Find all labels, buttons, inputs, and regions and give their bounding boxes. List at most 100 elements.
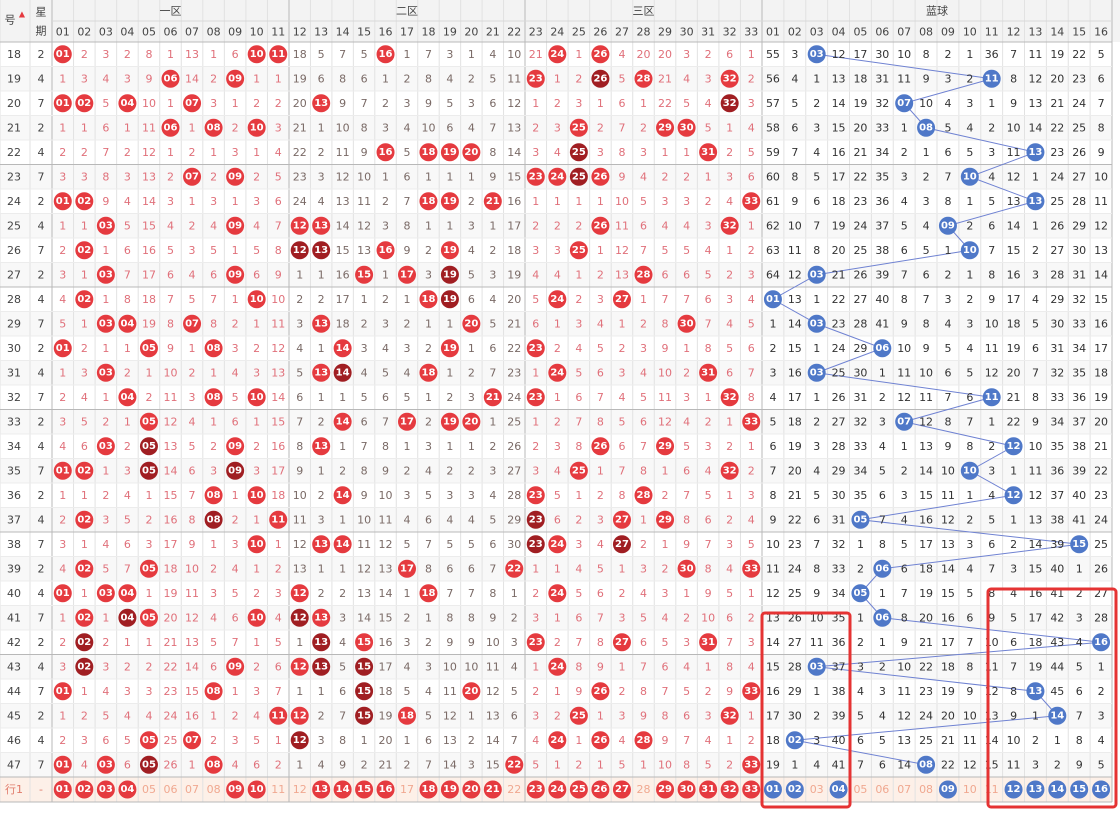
footer-number[interactable]: 13 [314, 784, 328, 795]
picked-ball[interactable] [569, 780, 588, 799]
footer-number[interactable]: 06 [164, 783, 178, 796]
picked-ball[interactable] [742, 780, 761, 799]
footer-number[interactable]: 06 [875, 783, 889, 796]
footer-number[interactable]: 08 [207, 783, 221, 796]
omission: 1 [210, 366, 217, 379]
footer-number[interactable]: 07 [897, 783, 911, 796]
omission: 7 [901, 587, 908, 600]
picked-ball[interactable] [333, 780, 352, 799]
picked-ball[interactable] [462, 780, 481, 799]
omission: 3 [879, 415, 886, 428]
picked-ball[interactable] [1070, 780, 1089, 799]
footer-number[interactable]: 19 [443, 784, 457, 795]
footer-number[interactable]: 27 [615, 784, 629, 795]
footer-number[interactable]: 03 [810, 783, 824, 796]
omission: 8 [705, 342, 712, 355]
omission: 4 [575, 562, 582, 575]
footer-number[interactable]: 11 [271, 783, 285, 796]
footer-number[interactable]: 15 [357, 784, 371, 795]
footer-number[interactable]: 12 [1007, 784, 1021, 795]
picked-ball[interactable] [829, 780, 848, 799]
footer-number[interactable]: 09 [941, 784, 955, 795]
picked-ball[interactable] [591, 780, 610, 799]
id-header[interactable]: 号 [5, 14, 16, 27]
picked-ball[interactable] [96, 780, 115, 799]
picked-ball[interactable] [1026, 780, 1045, 799]
picked-ball[interactable] [677, 780, 696, 799]
footer-number[interactable]: 23 [529, 784, 543, 795]
picked-ball[interactable] [376, 780, 395, 799]
picked-ball[interactable] [938, 780, 957, 799]
footer-number[interactable]: 10 [250, 784, 264, 795]
sort-arrow[interactable]: ▲ [19, 10, 26, 19]
picked-ball[interactable] [440, 780, 459, 799]
footer-number[interactable]: 12 [293, 783, 307, 796]
picked-ball[interactable] [656, 780, 675, 799]
footer-number[interactable]: 29 [658, 784, 672, 795]
omission: 3 [813, 734, 820, 747]
footer-number[interactable]: 15 [1072, 784, 1086, 795]
footer-number[interactable]: 13 [1028, 784, 1042, 795]
footer-number[interactable]: 02 [788, 784, 802, 795]
footer-number[interactable]: 14 [336, 784, 350, 795]
footer-number[interactable]: 32 [723, 784, 737, 795]
picked-ball[interactable] [612, 780, 631, 799]
footer-number[interactable]: 16 [1094, 784, 1108, 795]
footer-number[interactable]: 03 [99, 784, 113, 795]
footer-number[interactable]: 18 [421, 784, 435, 795]
picked-ball[interactable] [785, 780, 804, 799]
ball-number: 03 [810, 269, 824, 280]
omission: 2 [210, 734, 217, 747]
column-number: 04 [832, 26, 846, 39]
picked-ball[interactable] [75, 780, 94, 799]
footer-number[interactable]: 28 [637, 783, 651, 796]
footer-number[interactable]: 30 [680, 784, 694, 795]
footer-number[interactable]: 14 [1050, 784, 1064, 795]
picked-ball[interactable] [526, 780, 545, 799]
picked-ball[interactable] [355, 780, 374, 799]
picked-ball[interactable] [1004, 780, 1023, 799]
omission: 37 [832, 660, 846, 673]
picked-ball[interactable] [53, 780, 72, 799]
picked-ball[interactable] [1092, 780, 1111, 799]
footer-number[interactable]: 31 [701, 784, 715, 795]
omission: 20 [919, 611, 933, 624]
picked-ball[interactable] [548, 780, 567, 799]
footer-number[interactable]: 01 [766, 784, 780, 795]
footer-number[interactable]: 07 [185, 783, 199, 796]
footer-number[interactable]: 22 [507, 783, 521, 796]
omission: 3 [145, 538, 152, 551]
picked-ball[interactable] [419, 780, 438, 799]
footer-number[interactable]: 20 [464, 784, 478, 795]
footer-number[interactable]: 26 [593, 784, 607, 795]
footer-number[interactable]: 09 [228, 784, 242, 795]
picked-ball[interactable] [247, 780, 266, 799]
picked-ball[interactable] [720, 780, 739, 799]
picked-ball[interactable] [763, 780, 782, 799]
picked-ball[interactable] [483, 780, 502, 799]
footer-number[interactable]: 04 [832, 784, 846, 795]
picked-ball[interactable] [118, 780, 137, 799]
picked-ball[interactable] [699, 780, 718, 799]
footer-number[interactable]: 16 [379, 784, 393, 795]
footer-number[interactable]: 08 [919, 783, 933, 796]
footer-number[interactable]: 05 [853, 783, 867, 796]
ball-number: 13 [314, 318, 328, 329]
picked-ball[interactable] [1048, 780, 1067, 799]
footer-number[interactable]: 10 [963, 783, 977, 796]
footer-number[interactable]: 24 [550, 784, 564, 795]
footer-number[interactable]: 33 [744, 784, 758, 795]
ball [483, 192, 502, 211]
omission: 4 [425, 685, 432, 698]
footer-number[interactable]: 05 [142, 783, 156, 796]
picked-ball[interactable] [226, 780, 245, 799]
footer-number[interactable]: 04 [120, 784, 134, 795]
footer-number[interactable]: 17 [400, 783, 414, 796]
footer-number[interactable]: 01 [56, 784, 70, 795]
footer-number[interactable]: 02 [77, 784, 91, 795]
ball-number: 18 [421, 196, 435, 207]
omission: 28 [788, 660, 802, 673]
footer-number[interactable]: 25 [572, 784, 586, 795]
footer-number[interactable]: 21 [486, 784, 500, 795]
picked-ball[interactable] [312, 780, 331, 799]
